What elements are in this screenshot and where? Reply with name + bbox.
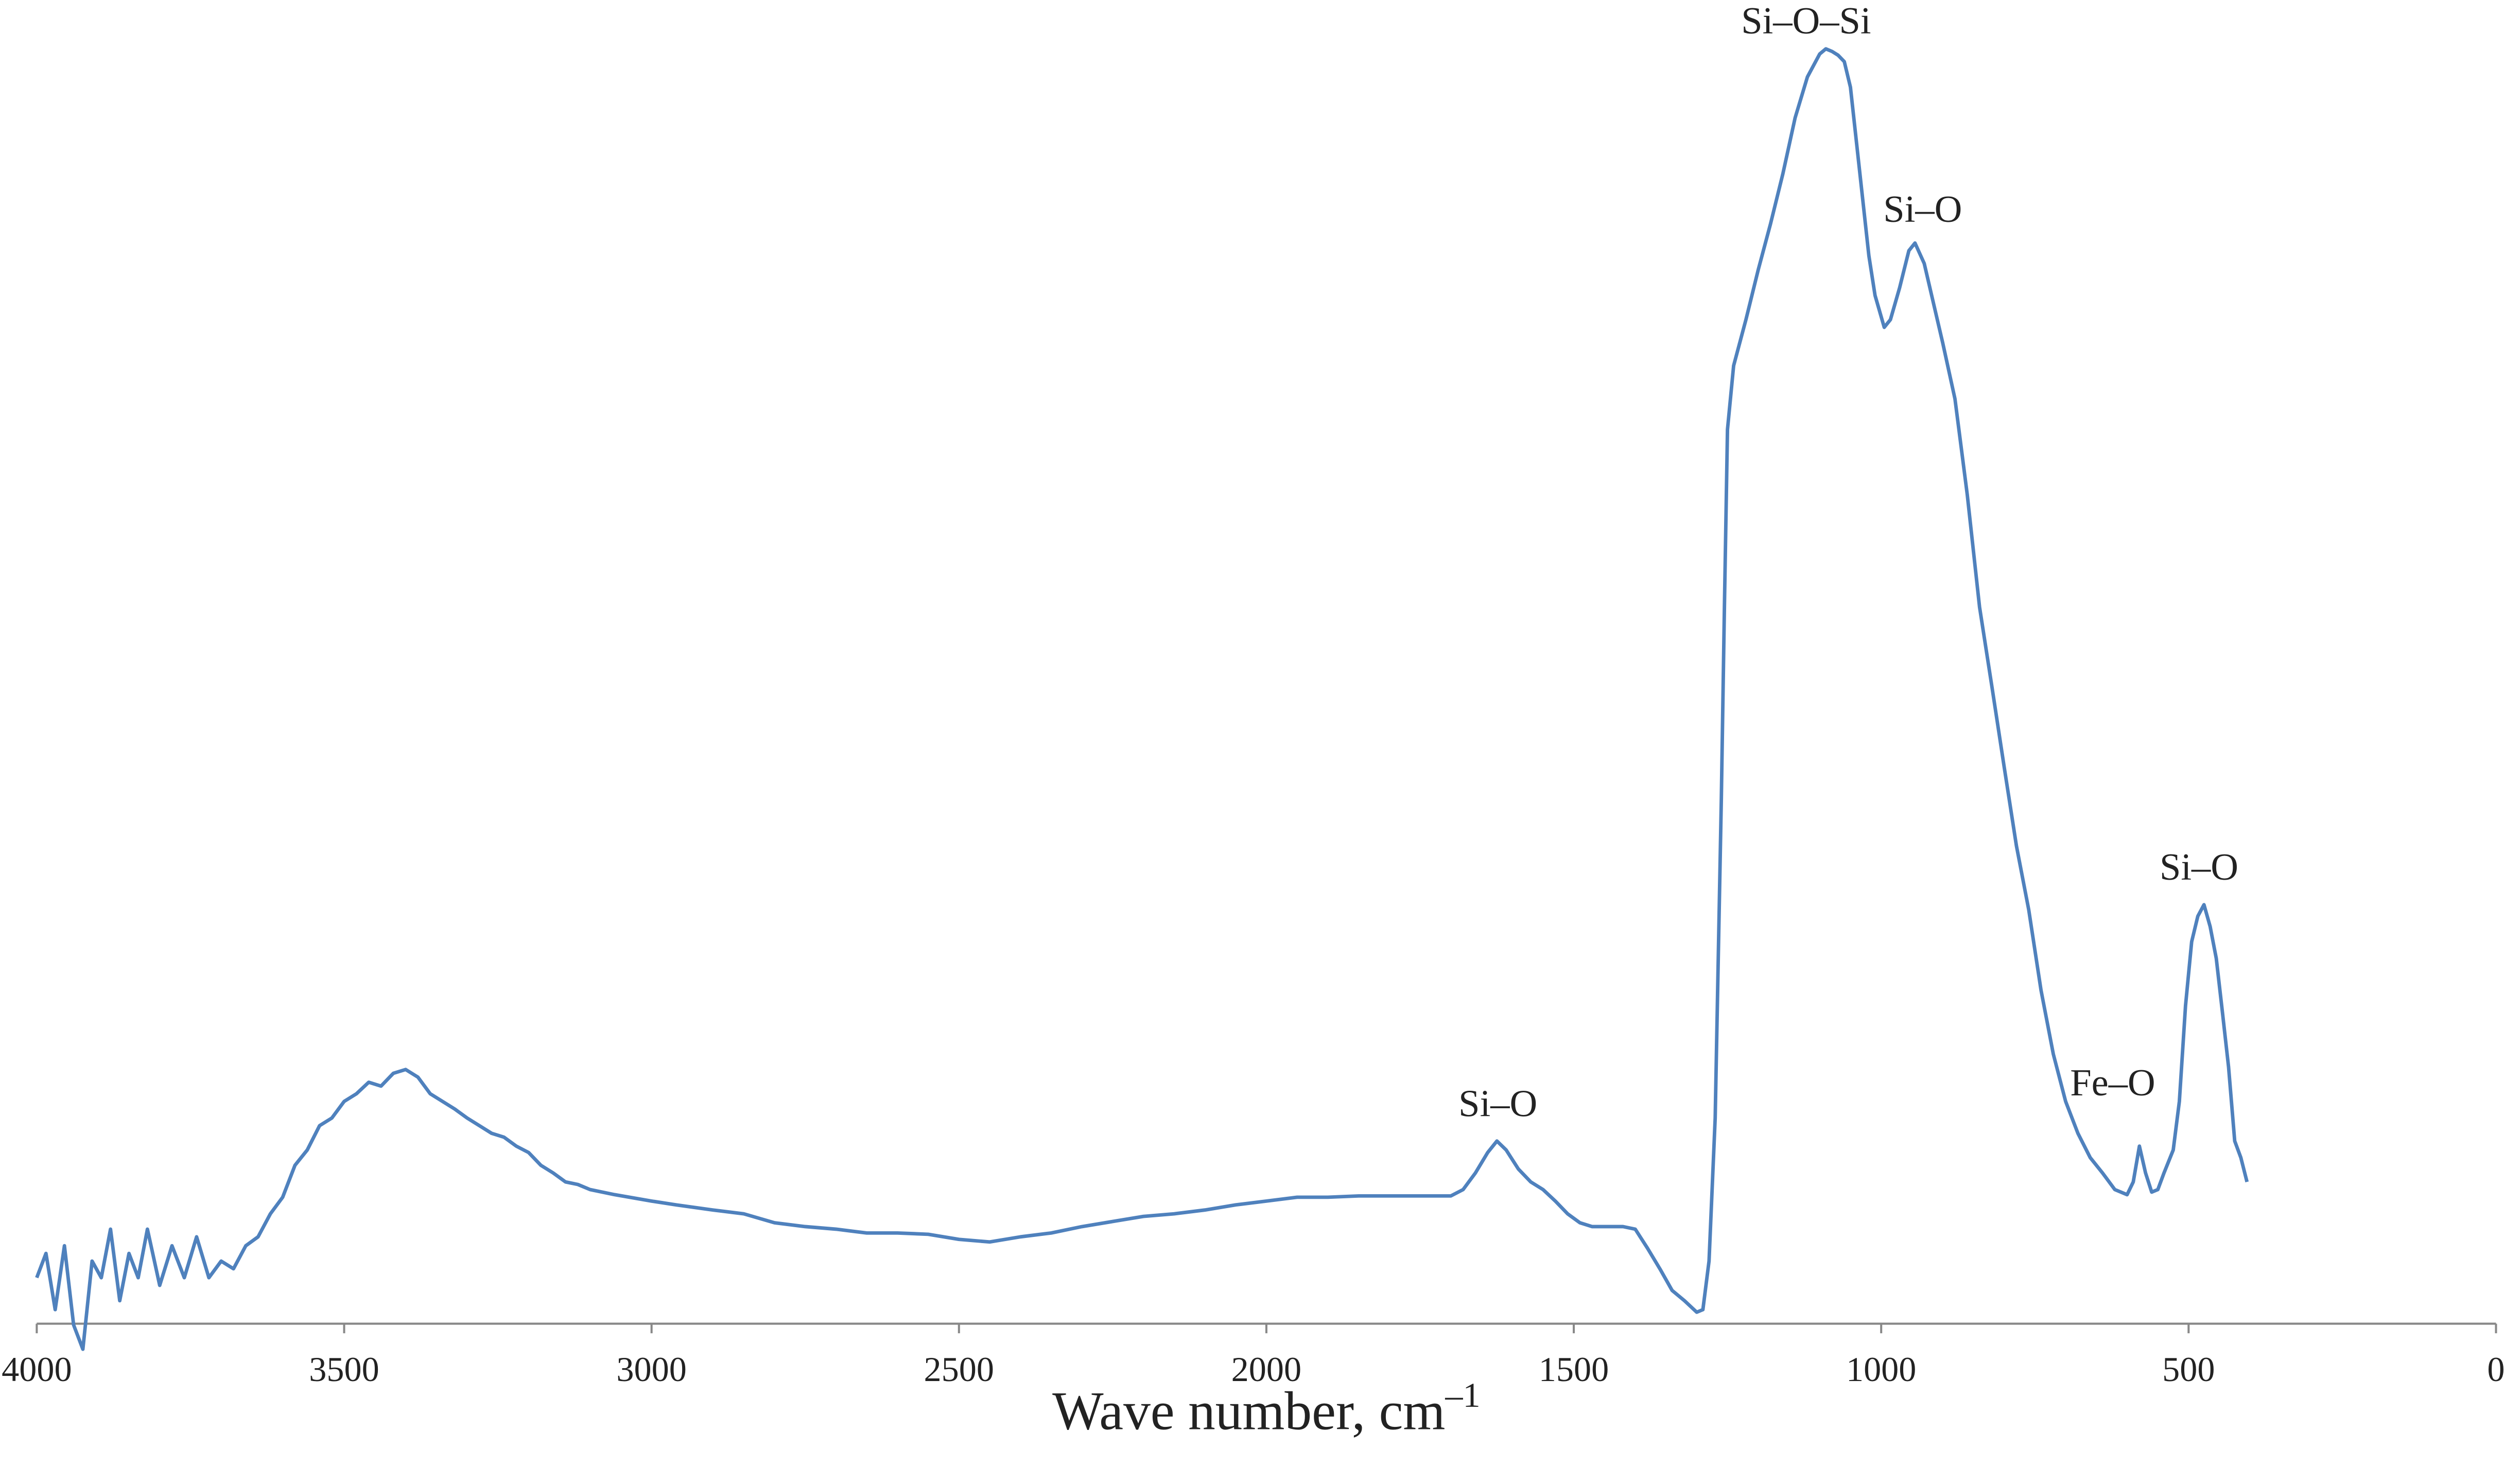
peak-annotation: Si–O — [1458, 1083, 1537, 1125]
peak-annotation: Si–O — [2160, 846, 2238, 888]
peak-annotation: Fe–O — [2070, 1062, 2155, 1104]
x-tick-label: 3000 — [616, 1350, 686, 1389]
spectrum-line — [35, 47, 2249, 1351]
x-axis-title-text: Wave number, cm — [1052, 1381, 1445, 1441]
x-tick-label: 1000 — [1846, 1350, 1916, 1389]
x-tick-label: 2500 — [924, 1350, 994, 1389]
x-tick-label: 3500 — [309, 1350, 379, 1389]
x-tick-label: 2000 — [1231, 1350, 1301, 1389]
x-axis-title: Wave number, cm–1 — [1052, 1375, 1480, 1441]
x-tick-label: 1500 — [1539, 1350, 1609, 1389]
peak-annotation: Si–O — [1883, 188, 1962, 231]
peak-annotation: Si–O–Si — [1741, 0, 1871, 42]
x-tick-label: 0 — [2487, 1350, 2504, 1389]
x-axis-title-exponent: –1 — [1445, 1375, 1480, 1415]
x-tick-label: 500 — [2162, 1350, 2215, 1389]
x-tick-label: 4000 — [2, 1350, 72, 1389]
